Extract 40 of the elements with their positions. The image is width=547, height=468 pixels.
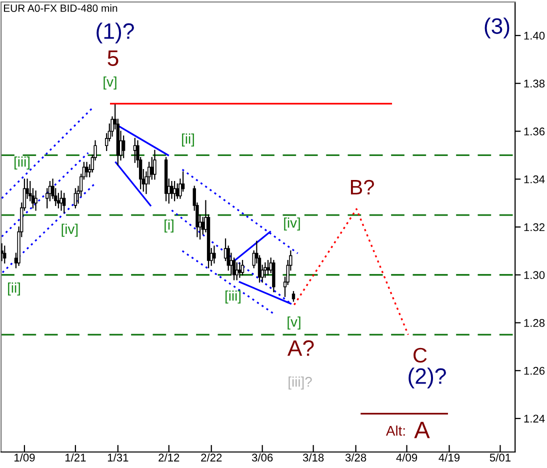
annotation: Alt: bbox=[386, 426, 405, 436]
y-tick-label: 1.30 bbox=[524, 271, 545, 280]
annotation: [v] bbox=[104, 76, 116, 90]
chart-title: EUR A0-FX BID-480 min bbox=[4, 4, 118, 12]
x-tick-label: 1/09 bbox=[14, 453, 35, 462]
x-tick-label: 1/21 bbox=[65, 453, 86, 462]
x-tick-label: 3/18 bbox=[302, 453, 324, 462]
annotation: [i] bbox=[164, 220, 174, 232]
y-tick-label: 1.36 bbox=[524, 128, 545, 136]
x-tick-label: 1/31 bbox=[108, 453, 128, 462]
x-tick-label: 3/06 bbox=[252, 453, 273, 462]
annotation: [v] bbox=[288, 316, 300, 330]
y-tick-label: 1.32 bbox=[524, 223, 544, 232]
annotation: 5 bbox=[108, 50, 118, 66]
annotation: A? bbox=[287, 340, 314, 356]
x-tick-label: 3/28 bbox=[345, 453, 366, 462]
x-tick-label: 2/22 bbox=[201, 453, 222, 462]
y-tick-label: 1.34 bbox=[524, 175, 545, 184]
annotation: C bbox=[414, 348, 427, 363]
x-tick-label: 4/19 bbox=[438, 453, 460, 462]
y-tick-label: 1.38 bbox=[524, 80, 545, 88]
annotation: [ii] bbox=[8, 282, 20, 296]
annotation: [ii] bbox=[182, 134, 194, 146]
y-tick-label: 1.26 bbox=[524, 366, 545, 375]
annotation: [iii]? bbox=[288, 376, 312, 390]
annotation: B? bbox=[350, 180, 374, 194]
x-tick-label: 5/01 bbox=[490, 453, 510, 462]
annotation: [iii] bbox=[226, 290, 240, 304]
y-tick-label: 1.24 bbox=[524, 414, 545, 423]
x-tick-label: 4/09 bbox=[396, 453, 418, 462]
y-tick-label: 1.28 bbox=[524, 319, 545, 327]
annotation: [iv] bbox=[62, 224, 78, 237]
annotation: [iii] bbox=[14, 156, 30, 170]
annotation: (3) bbox=[484, 18, 510, 38]
annotation: (1)? bbox=[96, 22, 134, 44]
y-tick-label: 1.40 bbox=[524, 32, 545, 40]
annotation: (2)? bbox=[408, 368, 446, 388]
annotation: A bbox=[414, 422, 430, 438]
annotation: [iv] bbox=[284, 218, 300, 230]
x-tick-label: 2/12 bbox=[158, 453, 180, 462]
